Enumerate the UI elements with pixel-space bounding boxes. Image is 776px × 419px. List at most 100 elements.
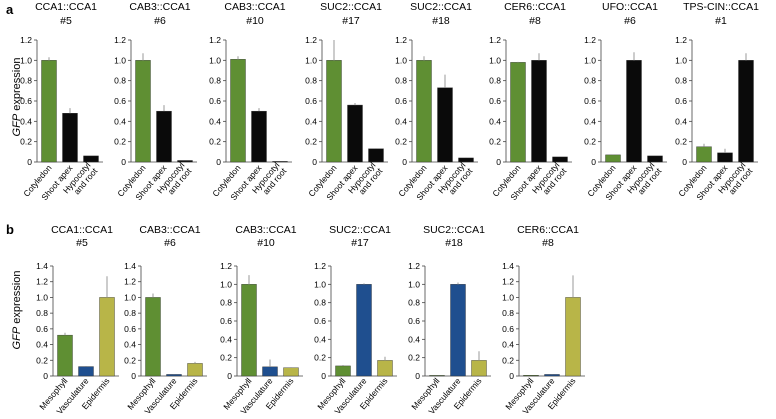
chart-title: SUC2::CCA1 [410, 1, 472, 13]
chart-b-10: CAB3::CCA1#600.20.40.60.81.01.21.4Mesoph… [124, 224, 207, 416]
y-tick-label: 0 [43, 371, 48, 381]
chart-b-9: CCA1::CCA1#500.20.40.60.81.01.21.4Mesoph… [36, 224, 119, 416]
y-tick-label: 0.6 [314, 316, 326, 326]
y-tick-label: 0 [591, 157, 596, 167]
y-tick-label: 0.2 [114, 137, 126, 147]
chart-a-5: SUC2::CCA1#1800.20.40.60.81.01.2Cotyledo… [395, 1, 478, 202]
chart-b-11: CAB3::CCA1#1000.20.40.60.81.01.2Mesophyl… [220, 224, 303, 416]
bar [523, 375, 539, 377]
bar [166, 374, 182, 377]
y-tick-label: 1.0 [408, 279, 420, 289]
y-tick-label: 0.8 [220, 298, 232, 308]
y-tick-label: 0.2 [124, 355, 136, 365]
y-tick-label: 0.6 [584, 96, 596, 106]
y-tick-label: 0.8 [314, 298, 326, 308]
bar [510, 62, 526, 163]
bar [717, 152, 733, 163]
bar [62, 112, 78, 163]
y-tick-label: 1.4 [502, 261, 514, 271]
y-tick-label: 0.4 [220, 334, 232, 344]
y-tick-label: 0.6 [502, 324, 514, 334]
y-tick-label: 0.2 [314, 353, 326, 363]
y-tick-label: 0 [131, 371, 136, 381]
y-tick-label: 0 [312, 157, 317, 167]
y-tick-label: 0.2 [305, 137, 317, 147]
y-tick-label: 0.2 [395, 137, 407, 147]
y-tick-label: 0.4 [305, 116, 317, 126]
y-tick-label: 0.6 [36, 324, 48, 334]
panel-letter-b: b [6, 222, 14, 237]
y-axis-label-gfp: GFP [11, 113, 23, 136]
y-tick-label: 0 [227, 371, 232, 381]
bar [156, 110, 172, 163]
bar [356, 284, 372, 377]
y-tick-label: 0.6 [408, 316, 420, 326]
chart-a-4: SUC2::CCA1#1700.20.40.60.81.01.2Cotyledo… [305, 1, 388, 202]
y-tick-label: 0 [121, 157, 126, 167]
chart-b-12: SUC2::CCA1#1700.20.40.60.81.01.2Mesophyl… [314, 224, 397, 416]
y-tick-label: 0.6 [124, 324, 136, 334]
chart-subtitle: #17 [342, 15, 360, 27]
y-tick-label: 1.0 [124, 292, 136, 302]
chart-subtitle: #8 [542, 237, 554, 249]
y-tick-label: 0.8 [675, 76, 687, 86]
y-tick-label: 0.6 [305, 96, 317, 106]
y-tick-label: 0.8 [395, 76, 407, 86]
bar [544, 374, 560, 377]
y-tick-label: 0.6 [489, 96, 501, 106]
y-tick-label: 0 [216, 157, 221, 167]
chart-subtitle: #17 [351, 237, 369, 249]
chart-title: SUC2::CCA1 [329, 224, 391, 236]
y-tick-label: 0.4 [408, 334, 420, 344]
y-tick-label: 0.8 [20, 76, 32, 86]
y-tick-label: 1.2 [36, 277, 48, 287]
y-tick-label: 0.8 [408, 298, 420, 308]
bar [696, 146, 712, 163]
bar [416, 60, 432, 163]
y-tick-label: 0.4 [209, 116, 221, 126]
y-tick-label: 1.0 [114, 55, 126, 65]
bar [283, 367, 299, 377]
y-tick-label: 0.4 [36, 340, 48, 350]
bar [437, 87, 453, 163]
y-tick-label: 1.2 [408, 261, 420, 271]
bar [450, 284, 466, 377]
charts-group: CCA1::CCA1#500.20.40.60.81.01.2Cotyledon… [20, 1, 759, 416]
chart-title: CCA1::CCA1 [35, 1, 97, 13]
y-tick-label: 0.4 [502, 340, 514, 350]
y-tick-label: 1.0 [489, 55, 501, 65]
chart-title: SUC2::CCA1 [423, 224, 485, 236]
bar [241, 284, 257, 377]
y-tick-label: 1.2 [220, 261, 232, 271]
bar [187, 363, 203, 377]
y-tick-label: 1.0 [209, 55, 221, 65]
y-tick-label: 0.2 [675, 137, 687, 147]
bar [57, 334, 73, 377]
y-tick-label: 0 [27, 157, 32, 167]
chart-title: CAB3::CCA1 [139, 224, 200, 236]
bar [272, 161, 288, 163]
y-tick-label: 1.0 [20, 55, 32, 65]
bar [230, 59, 246, 163]
chart-title: CAB3::CCA1 [235, 224, 296, 236]
y-tick-label: 0.4 [124, 340, 136, 350]
chart-title: CAB3::CCA1 [129, 1, 190, 13]
y-axis-label-expression: expression [11, 271, 23, 327]
y-tick-label: 0 [402, 157, 407, 167]
bar [251, 110, 267, 163]
y-tick-label: 0.2 [209, 137, 221, 147]
y-tick-label: 0.8 [502, 308, 514, 318]
y-tick-label: 0.8 [489, 76, 501, 86]
y-tick-label: 1.0 [36, 292, 48, 302]
y-tick-label: 1.2 [675, 35, 687, 45]
bar [429, 375, 445, 377]
y-tick-label: 1.2 [314, 261, 326, 271]
y-tick-label: 1.2 [124, 277, 136, 287]
y-tick-label: 1.0 [502, 292, 514, 302]
chart-title: CCA1::CCA1 [51, 224, 113, 236]
chart-subtitle: #8 [529, 15, 541, 27]
chart-a-7: UFO::CCA1#600.20.40.60.81.01.2CotyledonS… [584, 1, 667, 202]
chart-subtitle: #6 [624, 15, 636, 27]
bar [738, 60, 754, 163]
y-tick-label: 0.4 [114, 116, 126, 126]
